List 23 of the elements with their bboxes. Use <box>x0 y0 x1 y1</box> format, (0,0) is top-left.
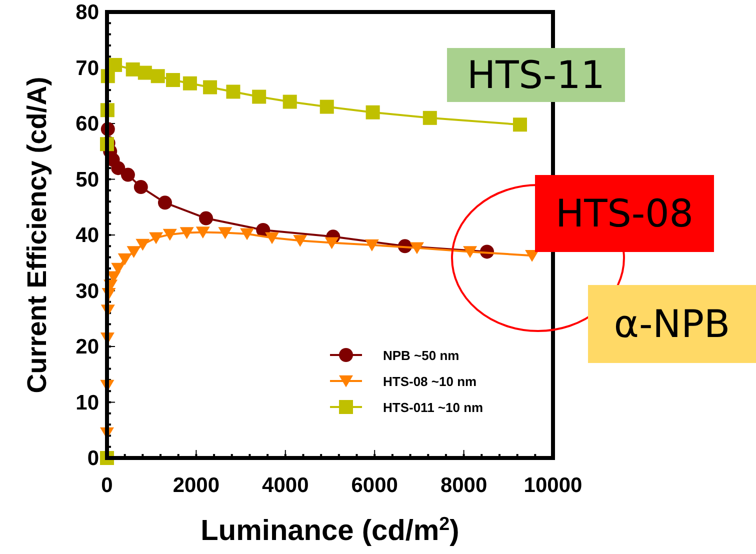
text: HTS-08 <box>556 192 694 236</box>
legend-label: HTS-011 ~10 nm <box>383 400 484 415</box>
y-tick-label: 0 <box>87 447 99 470</box>
y-tick-label: 10 <box>76 391 99 414</box>
x-tick-label: 8000 <box>440 474 488 497</box>
y-tick-label: 60 <box>76 112 99 136</box>
y-tick-label: 70 <box>76 56 99 80</box>
x-tick-label: 4000 <box>262 474 309 497</box>
legend-label: HTS-08 ~10 nm <box>383 374 477 389</box>
x-tick-label: 10000 <box>524 474 582 497</box>
y-tick-label: 40 <box>76 224 99 247</box>
legend-label: NPB ~50 nm <box>383 348 460 363</box>
y-tick-label: 50 <box>76 168 99 192</box>
y-tick-label: 30 <box>76 280 99 303</box>
y-tick-label: 20 <box>76 336 99 358</box>
text: α-NPB <box>614 302 730 346</box>
x-tick-label: 0 <box>101 474 113 497</box>
y-tick-label: 80 <box>76 1 99 24</box>
x-axis-title: Luminance (cd/m$^{2}$) <box>200 512 460 547</box>
annotation: HTS-11 <box>467 53 605 97</box>
x-tick-label: 2000 <box>172 474 220 497</box>
x-tick-label: 6000 <box>351 474 398 497</box>
y-axis-title: Current Efficiency (cd/A) <box>22 76 52 394</box>
